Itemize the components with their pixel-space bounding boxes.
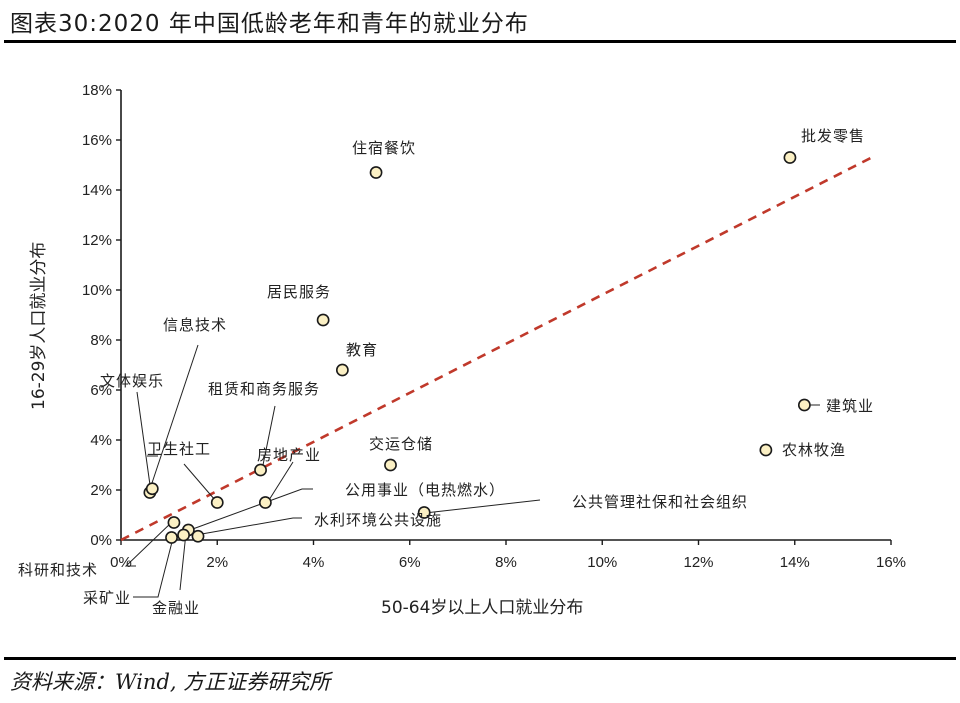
label-utilities: 公用事业（电热燃水）	[345, 481, 505, 499]
point-labels: 批发零售 住宿餐饮 居民服务 教育 建筑业 农林牧渔 交运仓储 租赁和商务服务 …	[18, 127, 874, 617]
data-point-marker	[210, 496, 224, 509]
y-axis-ticks: 0% 2% 4% 6% 8% 10% 12% 14% 16% 18%	[82, 82, 121, 549]
label-agriculture: 农林牧渔	[782, 441, 846, 459]
label-finance: 金融业	[152, 599, 200, 617]
data-point-marker	[369, 166, 383, 179]
data-point-marker	[254, 463, 267, 477]
data-point-marker	[177, 528, 190, 542]
y-tick-label: 4%	[90, 432, 112, 449]
data-point-marker	[335, 363, 349, 377]
y-tick-label: 2%	[90, 482, 112, 499]
data-point-marker	[417, 506, 431, 519]
x-tick-label: 8%	[495, 554, 517, 571]
x-tick-label: 4%	[303, 554, 325, 571]
top-divider	[4, 40, 956, 43]
data-point-marker	[145, 482, 159, 496]
x-tick-label: 2%	[206, 554, 228, 571]
label-transport: 交运仓储	[369, 435, 433, 453]
label-water-environment: 水利环境公共设施	[314, 511, 442, 529]
x-tick-label: 6%	[399, 554, 421, 571]
label-public-admin: 公共管理社保和社会组织	[572, 493, 748, 511]
y-tick-label: 14%	[82, 182, 112, 199]
axes	[120, 90, 891, 541]
source-note: 资料来源：Wind, 方正证券研究所	[10, 670, 331, 694]
label-culture-entertainment: 文体娱乐	[100, 372, 164, 390]
x-tick-label: 0%	[110, 554, 132, 571]
label-health-social: 卫生社工	[147, 440, 211, 458]
data-point-marker	[258, 496, 272, 509]
data-point-marker	[316, 313, 330, 327]
label-real-estate: 房地产业	[257, 446, 321, 464]
x-tick-label: 14%	[780, 554, 810, 571]
label-mining: 采矿业	[83, 589, 131, 607]
label-construction: 建筑业	[826, 397, 874, 415]
y-tick-label: 10%	[82, 282, 112, 299]
label-leasing-business: 租赁和商务服务	[208, 380, 320, 398]
data-point-marker	[167, 516, 181, 529]
bottom-divider	[4, 657, 956, 660]
label-hospitality: 住宿餐饮	[352, 139, 416, 157]
x-tick-label: 12%	[683, 554, 713, 571]
data-point-marker	[783, 151, 797, 164]
data-point-marker	[797, 398, 811, 412]
label-research-tech: 科研和技术	[18, 561, 98, 579]
x-tick-label: 10%	[587, 554, 617, 571]
label-education: 教育	[346, 341, 378, 359]
y-tick-label: 16%	[82, 132, 112, 149]
data-point-marker	[191, 529, 205, 543]
data-point-marker	[165, 531, 178, 544]
label-it: 信息技术	[163, 316, 227, 334]
y-tick-label: 8%	[90, 332, 112, 349]
reference-line	[120, 153, 878, 542]
x-tick-label: 16%	[876, 554, 906, 571]
y-tick-label: 18%	[82, 82, 112, 99]
y-axis-title: 16-29岁人口就业分布	[29, 242, 49, 410]
x-axis-title: 50-64岁以上人口就业分布	[381, 598, 583, 618]
x-axis-ticks: 0% 2% 4% 6% 8% 10% 12% 14% 16%	[110, 540, 906, 571]
data-point-marker	[384, 458, 397, 472]
y-tick-label: 6%	[90, 382, 112, 399]
label-wholesale-retail: 批发零售	[801, 127, 865, 145]
data-point-marker	[759, 443, 773, 457]
label-resident-services: 居民服务	[267, 283, 331, 301]
chart-title: 图表30:2020 年中国低龄老年和青年的就业分布	[10, 11, 529, 37]
data-points	[143, 151, 811, 544]
y-tick-label: 0%	[90, 532, 112, 549]
y-tick-label: 12%	[82, 232, 112, 249]
